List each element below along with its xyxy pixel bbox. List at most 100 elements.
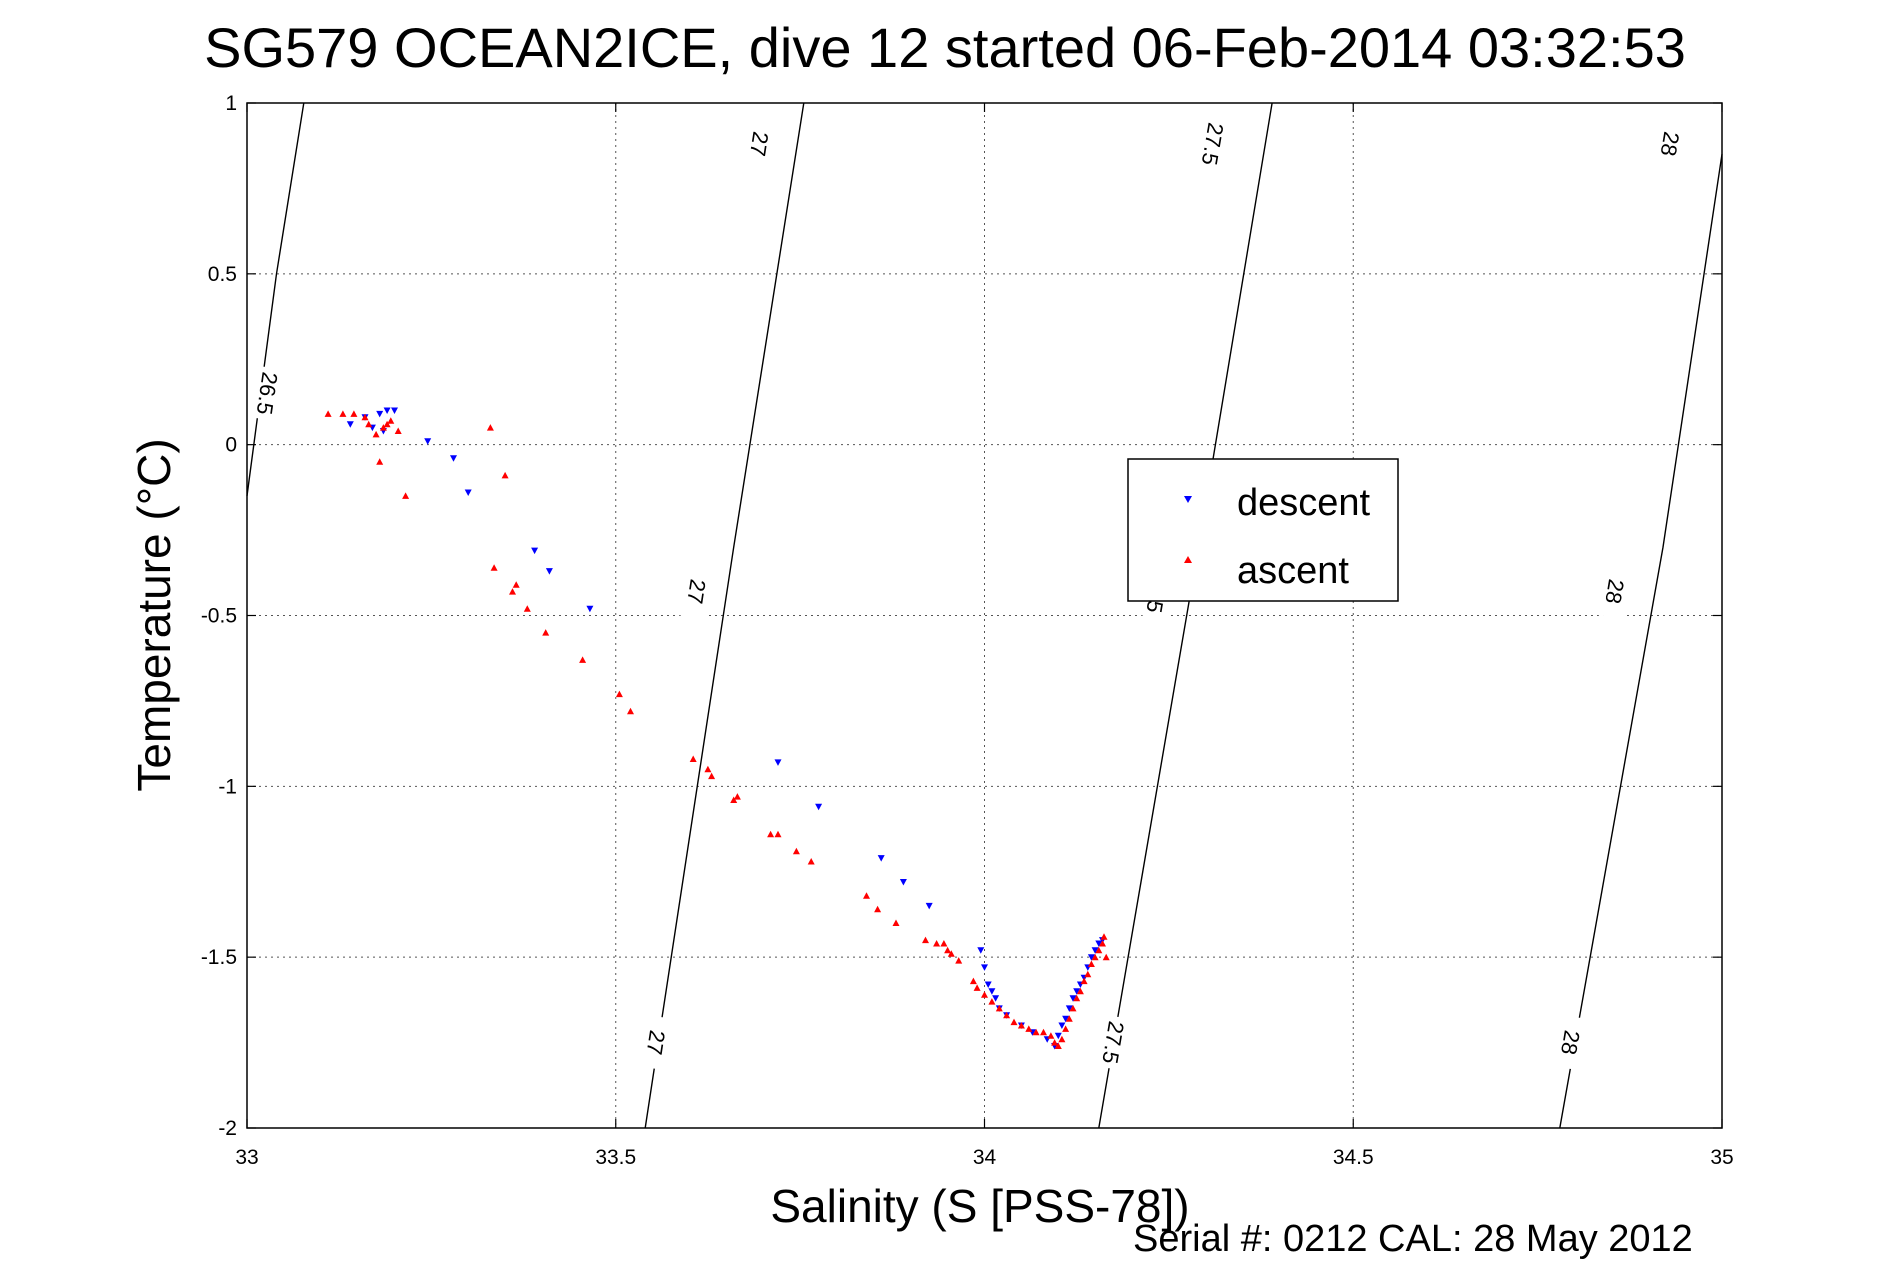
contour-label: 28 — [1656, 130, 1685, 158]
y-tick-label: 0 — [225, 434, 237, 457]
contour-label-background — [249, 365, 287, 422]
descent-point — [1058, 1022, 1066, 1029]
ascent-point — [944, 946, 952, 954]
ascent-point — [955, 957, 963, 964]
descent-point — [981, 964, 988, 971]
ascent-point — [509, 588, 516, 595]
ascent-point — [704, 765, 712, 773]
legend-descent-label: descent — [1237, 482, 1371, 524]
y-tick-label: 1 — [225, 92, 237, 115]
ascent-point — [376, 458, 384, 465]
descent-point — [988, 988, 996, 995]
contour-label-background — [1651, 115, 1690, 173]
ascent-point — [1095, 946, 1103, 954]
ascent-point — [350, 410, 358, 417]
x-tick-label: 34 — [973, 1146, 997, 1169]
ascent-point — [615, 690, 623, 698]
x-axis-label: Salinity (S [PSS-78]) — [770, 1180, 1189, 1232]
ascent-point — [1062, 1025, 1070, 1032]
ascent-point — [579, 656, 587, 663]
descent-point — [984, 981, 992, 988]
descent-point — [1069, 995, 1077, 1002]
ascent-point — [383, 420, 391, 428]
ascent-point — [379, 424, 387, 431]
density-contour-26.5 — [246, 102, 305, 496]
ascent-point — [486, 424, 494, 431]
descent-point — [899, 879, 907, 886]
ascent-point — [501, 471, 509, 479]
density-contour-27 — [644, 102, 805, 1129]
descent-point — [992, 995, 1000, 1002]
contour-label-background — [678, 563, 716, 620]
y-tick-label: -1.5 — [201, 946, 237, 969]
serial-cal-footer: Serial #: 0212 CAL: 28 May 2012 — [1133, 1218, 1693, 1260]
descent-point — [464, 489, 472, 496]
ascent-point — [1065, 1015, 1073, 1022]
x-tick-label: 33.5 — [595, 1146, 636, 1169]
plot-background — [247, 103, 1722, 1128]
ascent-point — [1087, 960, 1095, 967]
y-tick-label: -2 — [218, 1117, 237, 1140]
contour-label: 27 — [642, 1029, 670, 1057]
contour-label-background — [1193, 115, 1233, 173]
descent-point — [977, 947, 985, 954]
ascent-point — [1047, 1032, 1055, 1039]
ascent-point — [1073, 994, 1081, 1002]
ascent-point — [365, 420, 373, 428]
axis-ticks: 33 33.5 34 34.5 35 1 0.5 0 -0.5 -1 -1.5 -2 — [201, 92, 1734, 1169]
ascent-point — [1080, 977, 1088, 985]
contour-label-background — [637, 1014, 676, 1071]
legend-descent-marker — [1184, 496, 1192, 503]
y-axis-label: Temperature (°C) — [128, 438, 180, 791]
contour-label: 27 — [682, 577, 710, 605]
ascent-point — [1102, 953, 1110, 961]
ascent-point — [1091, 953, 1099, 961]
ascent-point — [988, 998, 996, 1005]
contour-label: 28 — [1600, 577, 1629, 605]
ascent-point — [1054, 1042, 1062, 1049]
descent-point — [774, 759, 782, 766]
x-tick-label: 34.5 — [1333, 1146, 1374, 1169]
ascent-point — [372, 430, 380, 438]
ascent-point — [1100, 933, 1108, 940]
legend-ascent-marker — [1184, 556, 1192, 563]
contour-label: 28 — [1556, 1028, 1585, 1056]
contour-label: 26.5 — [252, 370, 283, 416]
ascent-point — [807, 858, 815, 865]
contour-label-background — [1094, 1014, 1133, 1071]
ascent-point — [490, 564, 498, 571]
descent-point — [424, 438, 432, 445]
ascent-point — [767, 830, 775, 838]
legend-ascent-label: ascent — [1237, 550, 1349, 592]
ascent-point — [1051, 1039, 1059, 1046]
descent-point — [346, 421, 354, 428]
ascent-point — [1058, 1035, 1066, 1043]
ascent-point — [733, 793, 741, 800]
descent-point — [1073, 988, 1081, 995]
ascent-point — [947, 950, 955, 957]
ascent-point — [361, 413, 369, 421]
descent-point — [925, 902, 933, 910]
ascent-point — [969, 977, 977, 985]
ascent-point — [1076, 987, 1084, 995]
descent-point — [383, 407, 391, 414]
ascent-point — [1010, 1018, 1018, 1026]
data-points — [324, 407, 1110, 1050]
y-tick-label: -1 — [218, 775, 237, 798]
ascent-point — [324, 410, 332, 417]
descent-point — [376, 410, 384, 418]
ascent-point — [394, 427, 402, 434]
ascent-point — [542, 629, 550, 636]
ascent-point — [523, 605, 531, 612]
density-contour-28 — [1559, 154, 1723, 1129]
legend-box — [1127, 458, 1399, 602]
descent-point — [1087, 954, 1095, 961]
y-tick-label: 0.5 — [208, 263, 237, 286]
ascent-point — [1032, 1028, 1040, 1036]
ascent-point — [1003, 1011, 1011, 1019]
y-tick-label: -0.5 — [201, 605, 237, 628]
contour-label-background — [740, 115, 779, 172]
